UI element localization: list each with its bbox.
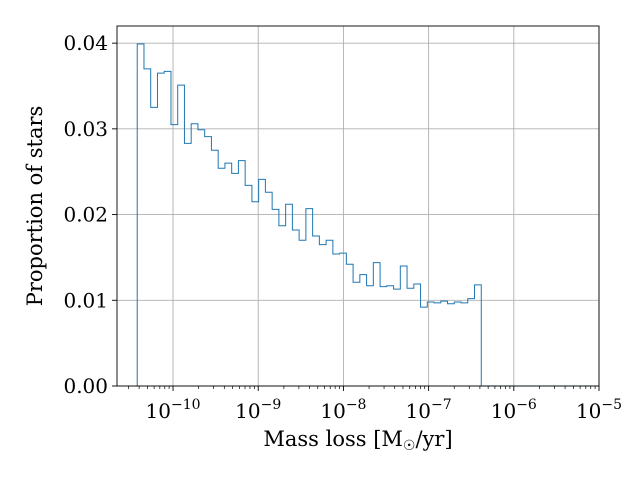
y-tick-label: 0.01: [63, 288, 108, 312]
y-tick-label: 0.02: [63, 203, 108, 227]
x-tick-label: 10−9: [235, 397, 281, 423]
x-tick-label: 10−8: [320, 397, 366, 423]
histogram-step-line: [136, 43, 590, 387]
grid-lines: [117, 26, 600, 387]
x-tick-label: 10−10: [146, 397, 201, 423]
y-tick-label: 0.00: [63, 374, 108, 398]
x-tick-label: 10−5: [576, 397, 622, 423]
x-axis-label: Mass loss [M☉/yr]: [263, 427, 452, 454]
tick-marks: [112, 42, 600, 391]
sun-symbol: ☉: [403, 438, 416, 454]
x-tick-labels: 10−10 10−9 10−8 10−7 10−6 10−5: [146, 397, 623, 423]
x-tick-label: 10−7: [406, 397, 452, 423]
x-tick-label: 10−6: [491, 397, 537, 423]
axes-frame: [116, 25, 600, 387]
y-axis-label: Proportion of stars: [23, 106, 47, 307]
y-tick-label: 0.04: [63, 31, 108, 55]
y-tick-labels: 0.00 0.01 0.02 0.03 0.04: [63, 31, 108, 398]
y-tick-label: 0.03: [63, 117, 108, 141]
